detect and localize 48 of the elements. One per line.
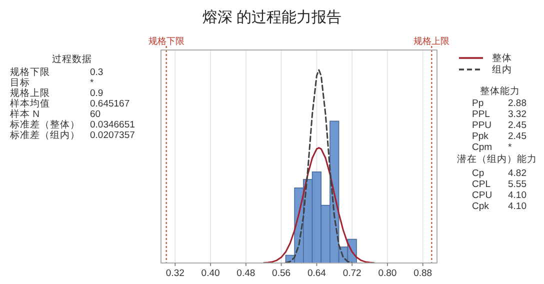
category-label: 规格上限 (10, 87, 50, 99)
text: 60 (90, 109, 101, 120)
category-label: 标准差（整体） (9, 118, 80, 130)
category-label: Pp (472, 98, 484, 109)
text: 2.45 (508, 131, 526, 142)
ref-line-label: 规格上限 (414, 36, 450, 46)
category-label: 规格下限 (10, 66, 50, 78)
chart-title: 熔深 的过程能力报告 (202, 9, 342, 26)
x-tick-label: 0.56 (272, 268, 291, 279)
x-tick-label: 0.80 (378, 268, 397, 279)
x-tick-label: 0.32 (166, 268, 184, 279)
category-label: 标准差（组内） (9, 129, 80, 141)
text: 潜在（组内）能力 (457, 153, 537, 165)
text: 4.10 (508, 201, 526, 212)
text: 4.82 (508, 168, 526, 179)
x-tick-label: 0.48 (236, 268, 256, 279)
category-label: Ppk (472, 131, 489, 142)
text: 0.0346651 (90, 120, 135, 130)
text: 过程数据 (52, 53, 92, 65)
category-label: CPL (472, 179, 490, 190)
category-label: Cpk (472, 201, 490, 212)
text: 0.645167 (90, 98, 130, 110)
legend-label: 整体 (492, 52, 512, 64)
category-label: CPU (472, 190, 492, 201)
legend-label: 组内 (492, 64, 512, 76)
category-label: Cpm (472, 142, 492, 153)
category-label: PPU (472, 120, 492, 131)
text: 整体能力 (480, 85, 520, 97)
category-label: 样本均值 (10, 98, 50, 110)
text: 2.88 (508, 98, 526, 109)
x-tick-label: 0.88 (414, 268, 432, 279)
text: 4.10 (508, 190, 526, 201)
x-tick-label: 0.64 (307, 268, 326, 279)
text: 3.32 (508, 109, 526, 120)
text: 0.9 (90, 88, 104, 99)
text: 0.0207357 (90, 130, 135, 141)
text: * (508, 142, 512, 153)
text: * (90, 78, 94, 88)
x-tick-label: 0.72 (342, 268, 362, 279)
category-label: 目标 (10, 76, 30, 88)
ref-line-label: 规格下限 (148, 36, 184, 46)
category-label: Cp (472, 168, 484, 179)
category-label: PPL (472, 109, 490, 120)
category-label: 样本 N (10, 108, 40, 120)
x-tick-label: 0.40 (201, 268, 220, 279)
text: 5.55 (508, 179, 526, 190)
text: 0.3 (90, 67, 104, 78)
text: 2.45 (508, 120, 526, 131)
